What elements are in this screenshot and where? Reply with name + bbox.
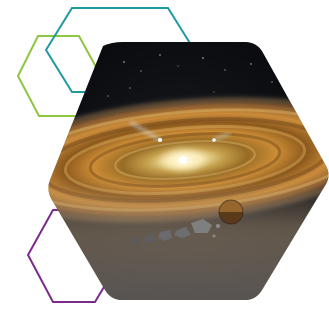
comet-left: [129, 121, 161, 141]
comet-left-head: [158, 138, 162, 142]
asteroid-field: [132, 219, 220, 245]
comet-right-head: [212, 138, 216, 142]
central-star: [179, 156, 187, 164]
dust-fog: [48, 178, 329, 300]
planet: [218, 199, 244, 225]
comet-right: [213, 132, 231, 141]
